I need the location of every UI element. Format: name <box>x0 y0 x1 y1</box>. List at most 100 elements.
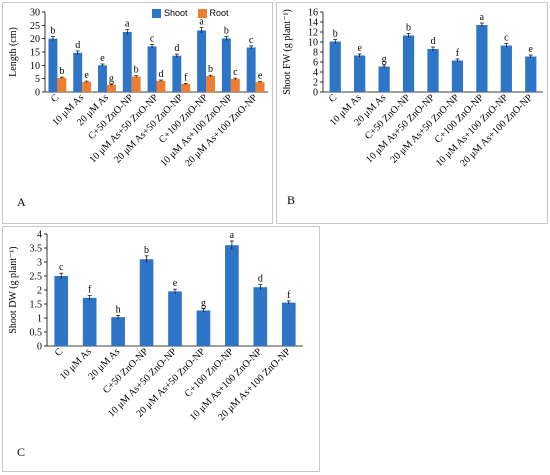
bar-c-0-4 <box>168 291 182 346</box>
bar-a-1-1 <box>82 81 92 92</box>
bar-a-1-0 <box>57 77 67 92</box>
bar-a-0-7 <box>221 38 231 92</box>
bar-c-0-2 <box>111 317 125 346</box>
bar-c-0-8 <box>281 302 296 346</box>
legend-label-root: Root <box>209 8 229 18</box>
y-tick-label-b-8: 16 <box>308 8 318 19</box>
sig-letter-b-0-1: e <box>357 43 362 54</box>
bar-a-0-2 <box>98 65 107 92</box>
bar-b-0-7 <box>500 45 512 92</box>
bar-c-0-1 <box>82 297 97 346</box>
bar-a-0-5 <box>172 55 182 92</box>
sig-letter-a-0-0: b <box>50 26 55 37</box>
sig-letter-a-0-8: c <box>249 35 254 46</box>
bar-b-0-2 <box>378 66 390 92</box>
x-tick-label-a-0: C <box>49 92 62 105</box>
sig-letter-b-0-0: b <box>333 29 338 40</box>
panel-c: 0 0.5 1 1.5 2 2.5 3 3.5 4 Shoot DW (g plant⁻¹) c f h… <box>2 226 320 472</box>
bar-c-0-5 <box>196 310 211 346</box>
y-axis-title-c: Shoot DW (g plant⁻¹) <box>8 246 19 333</box>
y-tick-label-a-6: 30 <box>30 8 40 19</box>
sig-letter-a-0-7: b <box>224 25 229 36</box>
sig-letter-a-1-1: e <box>84 70 89 81</box>
bar-a-1-8 <box>255 82 265 92</box>
sig-letter-a-1-0: b <box>59 66 64 77</box>
y-tick-label-a-2: 10 <box>30 61 40 72</box>
bar-a-1-5 <box>181 84 191 92</box>
bar-c-0-3 <box>139 259 154 346</box>
y-tick-label-c-8: 4 <box>37 230 42 241</box>
panel-letter-b: B <box>287 193 296 207</box>
sig-letter-b-0-2: g <box>382 54 387 65</box>
sig-letter-a-1-7: c <box>233 67 238 78</box>
bar-b-0-5 <box>451 60 464 92</box>
bar-a-0-0 <box>48 38 58 92</box>
sig-letter-c-0-6: a <box>230 230 235 241</box>
legend-item-root: Root <box>197 8 229 18</box>
bar-a-0-4 <box>147 46 157 92</box>
sig-letter-c-0-2: h <box>116 304 121 315</box>
y-tick-label-c-1: 0.5 <box>30 328 43 339</box>
sig-letter-c-0-4: e <box>173 278 178 289</box>
bar-a-1-2 <box>106 84 116 92</box>
y-tick-label-a-5: 25 <box>30 21 40 32</box>
sig-letter-b-0-5: f <box>456 48 460 59</box>
legend-item-shoot: Shoot <box>152 8 188 18</box>
y-tick-label-c-5: 2.5 <box>30 272 43 283</box>
sig-letter-a-0-3: a <box>125 19 130 30</box>
sig-letter-c-0-0: c <box>59 262 64 273</box>
sig-letter-a-0-6: a <box>199 17 204 28</box>
y-tick-label-b-4: 8 <box>313 48 318 59</box>
panel-letter-a: A <box>17 195 26 209</box>
sig-letter-a-0-5: d <box>174 43 179 54</box>
bar-a-1-4 <box>156 80 166 92</box>
sig-letter-b-0-7: c <box>504 33 509 44</box>
y-axis-title-a: Length (cm) <box>8 27 19 77</box>
bar-b-0-3 <box>402 35 415 92</box>
y-tick-label-c-2: 1 <box>37 314 42 325</box>
bar-b-0-1 <box>354 55 366 92</box>
bar-a-1-6 <box>206 76 215 92</box>
sig-letter-c-0-5: g <box>201 298 206 309</box>
legend-a: Shoot Root <box>152 8 235 18</box>
x-tick-label-b-0: C <box>327 92 340 105</box>
panel-letter-c: C <box>17 445 26 459</box>
y-tick-label-a-3: 15 <box>30 48 40 59</box>
y-tick-label-b-2: 4 <box>313 68 318 79</box>
sig-letter-a-0-4: c <box>150 34 155 45</box>
bar-a-0-6 <box>197 30 207 92</box>
y-tick-label-b-5: 10 <box>308 38 318 49</box>
bar-a-1-7 <box>230 78 240 92</box>
bar-b-0-8 <box>525 56 537 92</box>
bar-a-0-1 <box>73 52 83 92</box>
bar-c-0-7 <box>253 287 268 346</box>
y-tick-label-c-3: 1.5 <box>30 300 43 311</box>
y-tick-label-b-1: 2 <box>313 78 318 89</box>
bar-a-0-3 <box>122 32 132 92</box>
x-tick-label-c-0: C <box>53 346 66 359</box>
bar-b-0-4 <box>427 49 439 92</box>
sig-letter-a-1-3: b <box>134 65 139 76</box>
sig-letter-a-1-8: e <box>258 71 263 82</box>
y-tick-label-b-6: 12 <box>308 28 318 39</box>
bar-a-0-8 <box>246 47 256 92</box>
legend-swatch-root <box>197 8 207 18</box>
sig-letter-a-1-4: d <box>158 69 163 80</box>
sig-letter-a-1-5: f <box>184 72 188 83</box>
sig-letter-b-0-4: d <box>431 36 436 47</box>
bar-c-0-6 <box>225 245 239 346</box>
legend-swatch-shoot <box>152 8 161 18</box>
y-tick-label-a-4: 20 <box>30 34 40 45</box>
sig-letter-c-0-7: d <box>258 274 263 285</box>
y-tick-label-c-7: 3.5 <box>30 244 43 255</box>
sig-letter-a-0-2: e <box>100 53 105 64</box>
sig-letter-c-0-3: b <box>144 245 149 256</box>
y-tick-label-b-0: 0 <box>313 88 318 99</box>
sig-letter-a-1-6: b <box>208 64 213 75</box>
y-tick-label-a-0: 0 <box>35 88 40 99</box>
sig-letter-b-0-8: e <box>529 44 534 55</box>
sig-letter-a-0-1: d <box>75 40 80 51</box>
bar-b-0-0 <box>329 41 341 92</box>
